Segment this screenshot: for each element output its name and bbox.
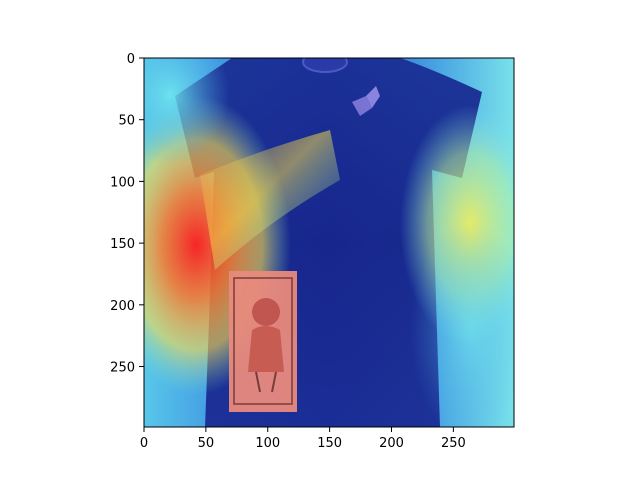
y-tick-label: 200 (110, 299, 135, 314)
x-tick-label: 200 (379, 436, 404, 451)
y-axis-ticks: 0 50 100 150 200 250 (110, 52, 144, 376)
x-tick-label: 150 (317, 436, 342, 451)
x-axis-ticks: 0 50 100 150 200 250 (140, 427, 466, 451)
printed-card (229, 271, 297, 412)
y-tick-label: 50 (118, 114, 135, 129)
heatmap-image (144, 58, 514, 427)
x-tick-label: 0 (140, 436, 148, 451)
x-tick-label: 50 (198, 436, 215, 451)
x-tick-label: 100 (255, 436, 280, 451)
y-tick-label: 100 (110, 175, 135, 190)
axes-frame (143, 57, 515, 428)
y-tick-label: 150 (110, 237, 135, 252)
y-tick-label: 250 (110, 361, 135, 376)
bow-sticker (352, 86, 380, 116)
y-tick-label: 0 (127, 52, 135, 67)
x-tick-label: 250 (441, 436, 466, 451)
